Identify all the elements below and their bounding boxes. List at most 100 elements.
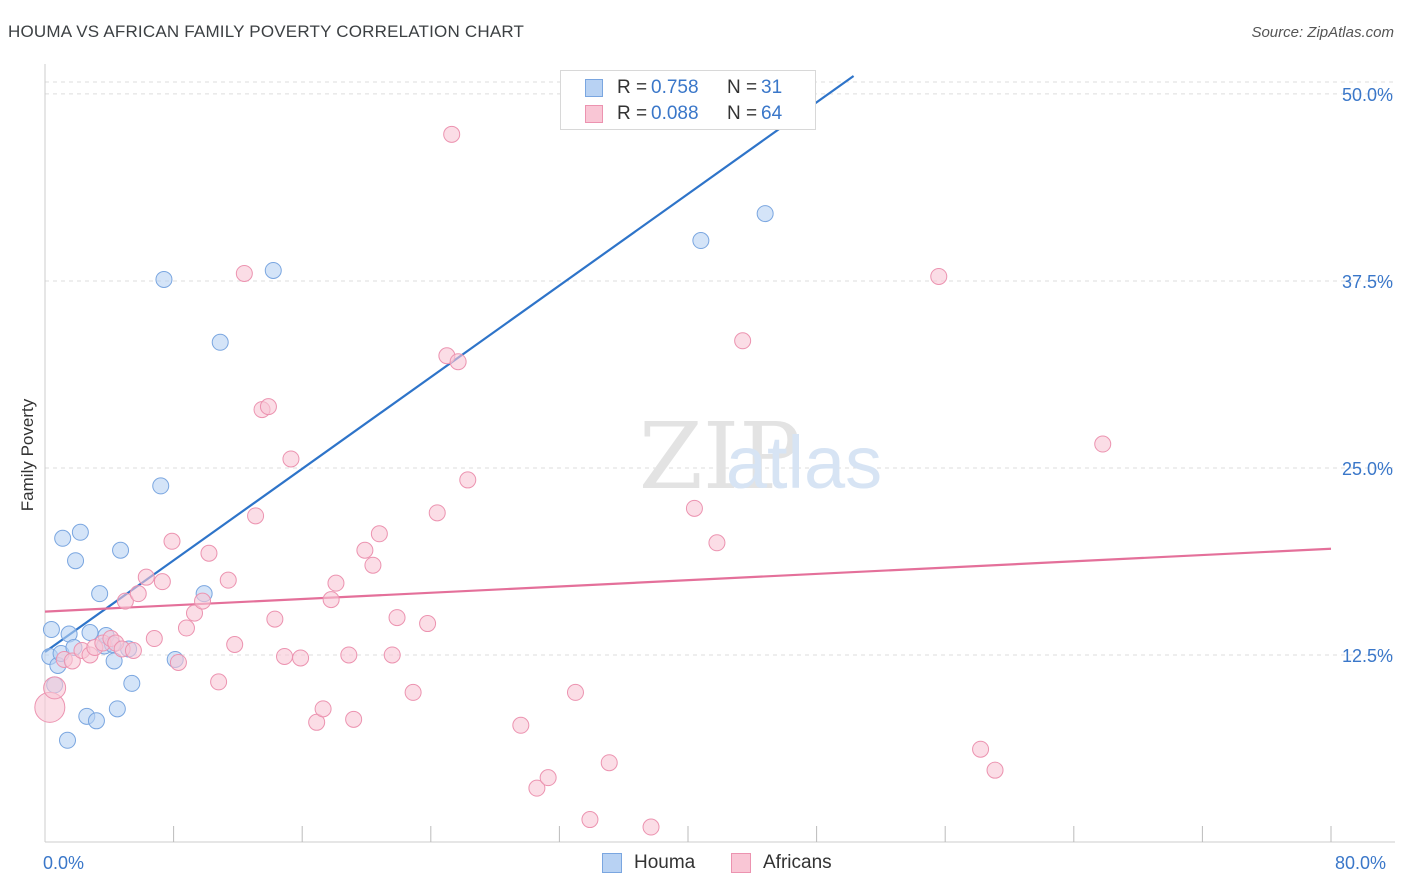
africans-point [145, 630, 163, 648]
africans-point [345, 710, 363, 728]
africans-point [322, 591, 340, 609]
africans-point [226, 636, 244, 654]
africans-point [163, 532, 181, 550]
y-tick-label: 37.5% [1342, 272, 1393, 292]
houma-trend-line [44, 75, 855, 653]
legend-label-houma: Houma [634, 852, 696, 873]
africans-point [340, 646, 358, 664]
houma-point [756, 205, 774, 223]
africans-point [63, 652, 81, 670]
africans-point [194, 592, 212, 610]
houma-point [264, 261, 282, 279]
africans-point [266, 610, 284, 628]
y-tick-labels: 12.5% 25.0% 37.5% 50.0% [1342, 85, 1393, 666]
legend-item-africans[interactable]: Africans [731, 852, 832, 874]
chart-title: HOUMA VS AFRICAN FAMILY POVERTY CORRELAT… [8, 22, 525, 41]
africans-point [566, 683, 584, 701]
africans-point [459, 471, 477, 489]
grid-lines [45, 81, 1395, 656]
trend-lines [44, 75, 1332, 653]
r-label: R = [617, 103, 648, 124]
houma-legend-swatch [602, 853, 622, 873]
africans-point [930, 267, 948, 285]
africans-point [314, 700, 332, 718]
y-tick-label: 12.5% [1342, 646, 1393, 666]
data-points [34, 125, 1112, 836]
africans-point [986, 761, 1004, 779]
africans-point [708, 534, 726, 552]
africans-point [129, 585, 147, 603]
houma-point [67, 552, 85, 570]
houma-point [91, 585, 109, 603]
houma-point [71, 523, 89, 541]
africans-point [539, 769, 557, 787]
africans-point [685, 499, 703, 517]
africans-point [200, 544, 218, 562]
houma-point [87, 712, 105, 730]
y-tick-label: 25.0% [1342, 459, 1393, 479]
africans-point [449, 353, 467, 371]
africans-point [235, 264, 253, 282]
africans-point [734, 332, 752, 350]
africans-point [356, 541, 374, 559]
x-tick-label-max: 80.0% [1335, 853, 1387, 873]
africans-point [404, 683, 422, 701]
houma-point [105, 652, 123, 670]
stats-row-houma: R = 0.758 N = 31 [585, 75, 782, 101]
africans-point [419, 615, 437, 633]
africans-point [247, 507, 265, 525]
africans-point [292, 649, 310, 667]
africans-point [169, 653, 187, 671]
houma-point [123, 674, 141, 692]
africans-point [124, 641, 142, 659]
legend-item-houma[interactable]: Houma [602, 852, 695, 874]
houma-point [81, 624, 99, 642]
n-value: 31 [761, 77, 783, 98]
africans-point [364, 556, 382, 574]
africans-point [512, 716, 530, 734]
africans-point [1094, 435, 1112, 453]
africans-point [177, 619, 195, 637]
africans-point [210, 673, 228, 691]
africans-point [185, 604, 203, 622]
y-tick-label: 50.0% [1342, 85, 1393, 105]
africans-point [642, 818, 660, 836]
source-label: Source: ZipAtlas.com [1251, 24, 1394, 41]
stats-row-africans: R = 0.088 N = 64 [585, 101, 782, 127]
r-label: R = [617, 77, 648, 98]
africans-point [276, 647, 294, 665]
houma-point [152, 477, 170, 495]
africans-point [259, 398, 277, 416]
africans-point [383, 646, 401, 664]
houma-point [59, 731, 77, 749]
africans-point [600, 754, 618, 772]
houma-point [54, 529, 72, 547]
n-label: N = [727, 103, 758, 124]
n-value: 64 [761, 103, 783, 124]
houma-point [155, 270, 173, 288]
africans-swatch [585, 105, 603, 123]
stats-legend: R = 0.758 N = 31 R = 0.088 N = 64 [560, 70, 816, 130]
houma-point [112, 541, 130, 559]
africans-point [153, 573, 171, 591]
houma-point [692, 232, 710, 250]
houma-point [42, 621, 60, 639]
y-axis-label: Family Poverty [18, 398, 37, 512]
x-tick-label-min: 0.0% [43, 853, 85, 873]
africans-point [116, 592, 134, 610]
houma-point [211, 333, 229, 351]
africans-point [388, 609, 406, 627]
africans-point [528, 779, 546, 797]
houma-swatch [585, 79, 603, 97]
africans-point [443, 125, 461, 143]
n-label: N = [727, 77, 758, 98]
africans-point [370, 525, 388, 543]
africans-point [219, 571, 237, 589]
watermark-atlas: atlas [726, 421, 882, 504]
africans-point [327, 574, 345, 592]
r-value: 0.758 [651, 77, 699, 98]
africans-point [428, 504, 446, 522]
africans-legend-swatch [731, 853, 751, 873]
legend-label-africans: Africans [763, 852, 832, 873]
